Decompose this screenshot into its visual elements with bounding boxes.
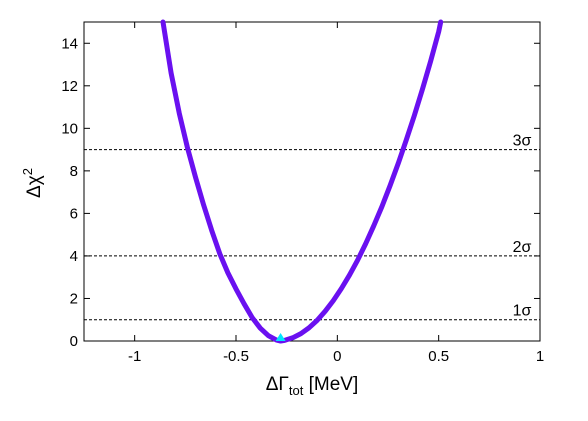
best-fit-marker bbox=[275, 333, 286, 341]
x-axis-title-main: ΔΓ bbox=[266, 374, 289, 395]
y-axis-title-main: Δχ bbox=[24, 175, 45, 198]
x-tick-label: 0.5 bbox=[428, 348, 449, 365]
y-tick-label: 2 bbox=[70, 290, 78, 307]
sigma-label: 1σ bbox=[513, 303, 532, 320]
y-tick-label: 0 bbox=[70, 333, 78, 350]
delta-chi2-curve bbox=[160, 19, 444, 344]
sigma-label: 2σ bbox=[513, 239, 532, 256]
y-tick-label: 14 bbox=[61, 35, 78, 52]
x-tick-label: 1 bbox=[536, 348, 544, 365]
x-axis-title: ΔΓtot [MeV] bbox=[266, 374, 359, 398]
y-tick-label: 12 bbox=[61, 78, 78, 95]
y-tick-label: 10 bbox=[61, 120, 78, 137]
y-axis-title-sup: 2 bbox=[20, 168, 35, 175]
y-tick-label: 6 bbox=[70, 205, 78, 222]
x-axis-title-sub: tot bbox=[289, 383, 304, 398]
x-tick-label: -1 bbox=[128, 348, 141, 365]
y-tick-label: 8 bbox=[70, 163, 78, 180]
y-axis-title: Δχ2 bbox=[20, 168, 45, 198]
x-tick-label: -0.5 bbox=[223, 348, 249, 365]
sigma-label: 3σ bbox=[513, 133, 532, 150]
x-axis-title-unit: [MeV] bbox=[303, 374, 358, 395]
y-tick-label: 4 bbox=[70, 248, 78, 265]
plot-frame bbox=[83, 21, 541, 342]
reference-lines: 1σ 2σ 3σ bbox=[84, 133, 540, 321]
x-tick-label: 0 bbox=[333, 348, 341, 365]
